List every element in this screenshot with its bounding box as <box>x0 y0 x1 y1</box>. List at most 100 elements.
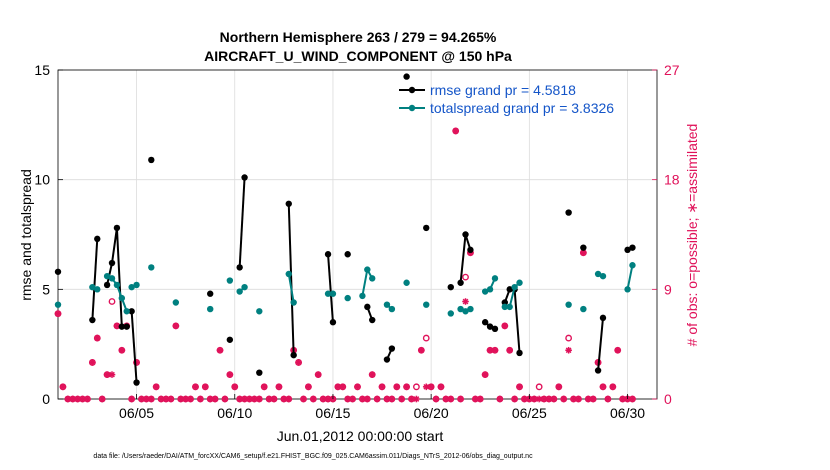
obs-assimilated-marker <box>201 383 209 391</box>
obs-assimilated-marker <box>427 383 435 391</box>
totalspread-point <box>383 301 391 308</box>
rmse-point <box>599 314 607 322</box>
rmse-point <box>241 174 248 181</box>
totalspread-point <box>118 294 126 302</box>
totalspread-point <box>285 270 292 278</box>
rmse-point <box>467 246 474 254</box>
obs-assimilated-marker <box>84 395 91 403</box>
obs-assimilated-marker <box>236 395 243 403</box>
obs-assimilated-marker <box>418 346 425 354</box>
x-tick-label: 06/20 <box>414 405 449 421</box>
y2-axis-label: # of obs: o=possible; ∗=assimilated <box>684 124 700 347</box>
obs-assimilated-marker <box>108 371 116 378</box>
obs-assimilated-marker <box>143 395 150 403</box>
totalspread-point <box>324 290 332 297</box>
obs-possible-marker <box>535 383 543 391</box>
totalspread-point <box>481 288 489 295</box>
obs-assimilated-marker <box>157 395 165 403</box>
obs-assimilated-marker <box>270 395 278 403</box>
rmse-point <box>236 264 243 271</box>
rmse-point <box>344 251 351 258</box>
obs-assimilated-marker <box>265 395 273 403</box>
rmse-point <box>94 235 101 243</box>
x-tick-label: 06/10 <box>217 405 252 421</box>
totalspread-point <box>113 281 121 289</box>
totalspread-point <box>511 283 518 291</box>
totalspread-point <box>172 299 180 306</box>
obs-assimilated-marker <box>599 383 607 391</box>
obs-assimilated-marker <box>152 383 160 391</box>
obs-assimilated-marker <box>530 395 538 403</box>
obs-count-markers <box>54 127 636 403</box>
totalspread-point <box>624 286 631 293</box>
totalspread-point <box>133 281 140 289</box>
rmse-point <box>462 231 469 238</box>
rmse-line <box>327 254 334 323</box>
obs-assimilated-marker <box>378 383 386 391</box>
rmse-point <box>324 251 332 258</box>
chart-title: Northern Hemisphere 263 / 279 = 94.265% <box>220 29 497 45</box>
obs-assimilated-marker <box>388 395 396 403</box>
x-tick-label: 06/30 <box>610 405 645 421</box>
rmse-point <box>113 224 121 232</box>
totalspread-point <box>364 266 371 273</box>
totalspread-point <box>241 283 248 291</box>
obs-assimilated-marker <box>565 346 572 354</box>
obs-assimilated-marker <box>614 346 622 354</box>
totalspread-point <box>103 272 111 280</box>
totalspread-point <box>594 270 602 278</box>
obs-assimilated-marker <box>54 310 62 318</box>
rmse-point <box>447 283 454 291</box>
legend-label: totalspread grand pr = 3.8326 <box>430 100 614 116</box>
rmse-point <box>118 323 126 330</box>
obs-assimilated-marker <box>285 395 293 403</box>
totalspread-point <box>403 279 410 286</box>
obs-assimilated-marker <box>118 346 126 354</box>
totalspread-point <box>516 279 523 286</box>
rmse-point <box>506 286 513 293</box>
totalspread-point <box>359 292 366 300</box>
obs-assimilated-marker <box>310 395 317 403</box>
y2-tick-label: 27 <box>664 62 680 78</box>
obs-assimilated-marker <box>452 127 459 135</box>
totalspread-point <box>148 264 155 271</box>
obs-assimilated-marker <box>192 383 199 391</box>
totalspread-point <box>128 283 135 291</box>
x-tick-label: 06/05 <box>119 405 154 421</box>
obs-assimilated-marker <box>364 395 371 403</box>
totalspread-point <box>501 303 508 311</box>
totalspread-point <box>290 299 297 306</box>
totalspread-point <box>89 283 96 291</box>
obs-assimilated-marker <box>349 395 356 403</box>
obs-assimilated-marker <box>437 383 445 391</box>
obs-assimilated-marker <box>354 383 361 391</box>
totalspread-point <box>54 301 62 308</box>
obs-assimilated-marker <box>516 383 523 391</box>
obs-assimilated-marker <box>368 371 376 378</box>
rmse-point <box>226 336 234 343</box>
y-axis-label: rmse and totalspread <box>18 169 34 301</box>
obs-possible-marker <box>422 334 430 342</box>
totalspread-point <box>447 310 454 317</box>
rmse-line <box>91 238 99 321</box>
totalspread-point <box>207 305 214 313</box>
y2-tick-label: 9 <box>664 281 672 297</box>
rmse-point <box>108 259 116 267</box>
chart-subtitle: AIRCRAFT_U_WIND_COMPONENT @ 150 hPa <box>204 48 512 64</box>
obs-assimilated-marker <box>216 346 224 354</box>
obs-assimilated-marker <box>300 395 307 403</box>
obs-possible-marker <box>413 383 420 391</box>
legend-label: rmse grand pr = 4.5818 <box>430 82 576 98</box>
rmse-point <box>103 281 111 289</box>
obs-assimilated-marker <box>93 334 101 342</box>
rmse-point <box>290 351 297 359</box>
totalspread-point <box>256 308 263 315</box>
obs-assimilated-marker <box>609 383 617 391</box>
totalspread-point <box>491 275 499 282</box>
obs-assimilated-marker <box>398 395 405 403</box>
obs-possible-marker <box>462 273 469 281</box>
footnote-data-file: data file: /Users/raeder/DAI/ATM_forcXX/… <box>93 453 533 460</box>
obs-assimilated-marker <box>221 395 229 403</box>
rmse-line <box>287 203 295 356</box>
